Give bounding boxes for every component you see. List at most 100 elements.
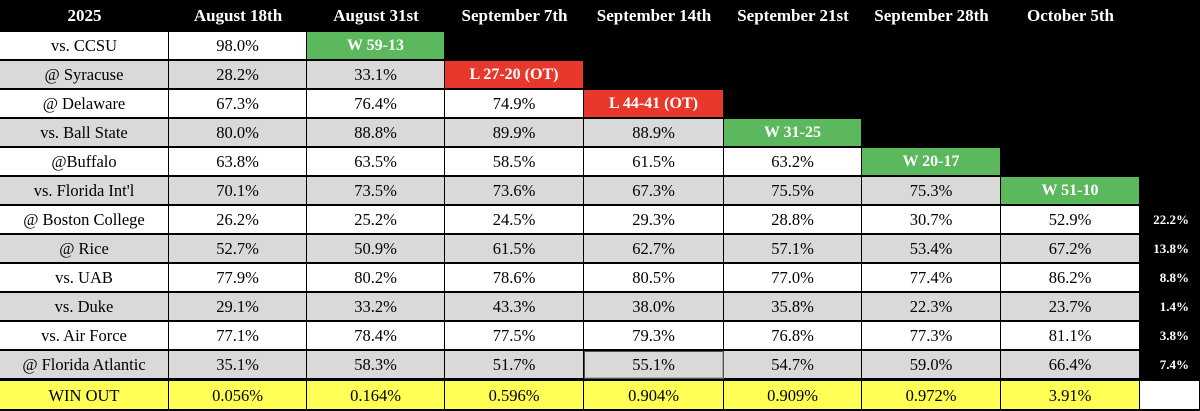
value-cell[interactable]: 80.5% [584, 264, 724, 292]
value-cell[interactable]: 78.4% [307, 322, 445, 350]
table-row: @ Boston College 26.2% 25.2% 24.5% 29.3% 28.8… [0, 206, 1200, 235]
value-cell[interactable]: 38.0% [584, 293, 724, 321]
value-cell[interactable]: 80.2% [307, 264, 445, 292]
opponent-cell[interactable]: @ Delaware [0, 90, 169, 118]
value-cell[interactable]: 33.2% [307, 293, 445, 321]
value-cell[interactable]: 89.9% [445, 119, 584, 147]
value-cell[interactable]: 88.8% [307, 119, 445, 147]
value-cell[interactable]: 80.0% [169, 119, 307, 147]
value-cell[interactable]: 26.2% [169, 206, 307, 234]
value-cell[interactable]: 43.3% [445, 293, 584, 321]
win-out-value[interactable]: 0.972% [862, 381, 1001, 410]
value-cell[interactable]: 70.1% [169, 177, 307, 205]
table-row: vs. CCSU 98.0% W 59-13 [0, 32, 1200, 61]
value-cell[interactable]: 81.1% [1001, 322, 1140, 350]
value-cell[interactable]: 57.1% [724, 235, 862, 263]
value-cell[interactable]: 66.4% [1001, 351, 1140, 379]
value-cell[interactable]: 59.0% [862, 351, 1001, 379]
value-cell[interactable]: 23.7% [1001, 293, 1140, 321]
opponent-cell[interactable]: vs. CCSU [0, 32, 169, 60]
result-loss-cell[interactable]: L 44-41 (OT) [584, 90, 724, 118]
result-win-cell[interactable]: W 20-17 [862, 148, 1001, 176]
win-out-value[interactable]: 0.056% [169, 381, 307, 410]
value-cell[interactable]: 58.3% [307, 351, 445, 379]
value-cell[interactable]: 28.2% [169, 61, 307, 89]
side-value: 8.8% [1159, 270, 1189, 285]
header-date: September 14th [596, 6, 712, 25]
value-cell[interactable]: 63.5% [307, 148, 445, 176]
value-cell[interactable]: 35.1% [169, 351, 307, 379]
value-cell[interactable]: 76.8% [724, 322, 862, 350]
value-cell[interactable]: 86.2% [1001, 264, 1140, 292]
value-cell[interactable]: 33.1% [307, 61, 445, 89]
value-cell[interactable]: 74.9% [445, 90, 584, 118]
value-cell[interactable]: 61.5% [584, 148, 724, 176]
table-row: @ Florida Atlantic 35.1% 58.3% 51.7% 55.1% 54… [0, 351, 1200, 380]
win-out-value[interactable]: 0.909% [724, 381, 862, 410]
value-cell[interactable]: 73.5% [307, 177, 445, 205]
value-cell[interactable]: 52.7% [169, 235, 307, 263]
value-cell[interactable]: 51.7% [445, 351, 584, 379]
win-out-label[interactable]: WIN OUT [0, 381, 169, 410]
result-win-cell[interactable]: W 51-10 [1001, 177, 1140, 205]
win-out-value[interactable]: 3.91% [1001, 381, 1140, 410]
header-date: September 7th [461, 6, 568, 25]
win-out-value[interactable]: 0.596% [445, 381, 584, 410]
value-cell[interactable]: 76.4% [307, 90, 445, 118]
opponent-cell[interactable]: vs. Duke [0, 293, 169, 321]
side-value: 7.4% [1159, 357, 1189, 372]
value-cell[interactable]: 29.1% [169, 293, 307, 321]
value-cell[interactable]: 77.4% [862, 264, 1001, 292]
value-cell[interactable]: 77.1% [169, 322, 307, 350]
value-cell[interactable]: 28.8% [724, 206, 862, 234]
opponent-cell[interactable]: @ Florida Atlantic [0, 351, 169, 379]
opponent-cell[interactable]: vs. Air Force [0, 322, 169, 350]
opponent-cell[interactable]: @ Syracuse [0, 61, 169, 89]
value-cell[interactable]: 75.3% [862, 177, 1001, 205]
value-cell[interactable]: 79.3% [584, 322, 724, 350]
side-value: 3.8% [1159, 328, 1189, 343]
value-cell[interactable]: 98.0% [169, 32, 307, 60]
side-value: 13.8% [1153, 241, 1189, 256]
value-cell[interactable]: 29.3% [584, 206, 724, 234]
value-cell[interactable]: 52.9% [1001, 206, 1140, 234]
opponent-cell[interactable]: vs. Ball State [0, 119, 169, 147]
value-cell[interactable]: 73.6% [445, 177, 584, 205]
value-cell[interactable]: 67.3% [584, 177, 724, 205]
opponent-cell[interactable]: @ Rice [0, 235, 169, 263]
value-cell[interactable]: 61.5% [445, 235, 584, 263]
value-cell[interactable]: 50.9% [307, 235, 445, 263]
value-cell[interactable]: 62.7% [584, 235, 724, 263]
opponent-cell[interactable]: vs. UAB [0, 264, 169, 292]
value-cell[interactable]: 24.5% [445, 206, 584, 234]
value-cell[interactable]: 75.5% [724, 177, 862, 205]
win-out-value[interactable]: 0.904% [584, 381, 724, 410]
value-cell[interactable]: 78.6% [445, 264, 584, 292]
win-out-value[interactable]: 0.164% [307, 381, 445, 410]
value-cell[interactable]: 58.5% [445, 148, 584, 176]
opponent-cell[interactable]: @ Boston College [0, 206, 169, 234]
value-cell[interactable]: 55.1% [584, 351, 724, 379]
value-cell[interactable]: 53.4% [862, 235, 1001, 263]
table-row: @ Rice 52.7% 50.9% 61.5% 62.7% 57.1% 53.4% 67.2… [0, 235, 1200, 264]
opponent-cell[interactable]: @Buffalo [0, 148, 169, 176]
result-win-cell[interactable]: W 59-13 [307, 32, 445, 60]
value-cell[interactable]: 67.3% [169, 90, 307, 118]
value-cell[interactable]: 25.2% [307, 206, 445, 234]
opponent-cell[interactable]: vs. Florida Int'l [0, 177, 169, 205]
table-row: vs. Ball State 80.0% 88.8% 89.9% 88.9% W 31-2… [0, 119, 1200, 148]
value-cell[interactable]: 30.7% [862, 206, 1001, 234]
value-cell[interactable]: 35.8% [724, 293, 862, 321]
value-cell[interactable]: 77.5% [445, 322, 584, 350]
result-win-cell[interactable]: W 31-25 [724, 119, 862, 147]
value-cell[interactable]: 22.3% [862, 293, 1001, 321]
value-cell[interactable]: 77.0% [724, 264, 862, 292]
value-cell[interactable]: 54.7% [724, 351, 862, 379]
value-cell[interactable]: 88.9% [584, 119, 724, 147]
value-cell[interactable]: 67.2% [1001, 235, 1140, 263]
value-cell[interactable]: 63.8% [169, 148, 307, 176]
value-cell[interactable]: 77.9% [169, 264, 307, 292]
result-loss-cell[interactable]: L 27-20 (OT) [445, 61, 584, 89]
value-cell[interactable]: 77.3% [862, 322, 1001, 350]
value-cell[interactable]: 63.2% [724, 148, 862, 176]
